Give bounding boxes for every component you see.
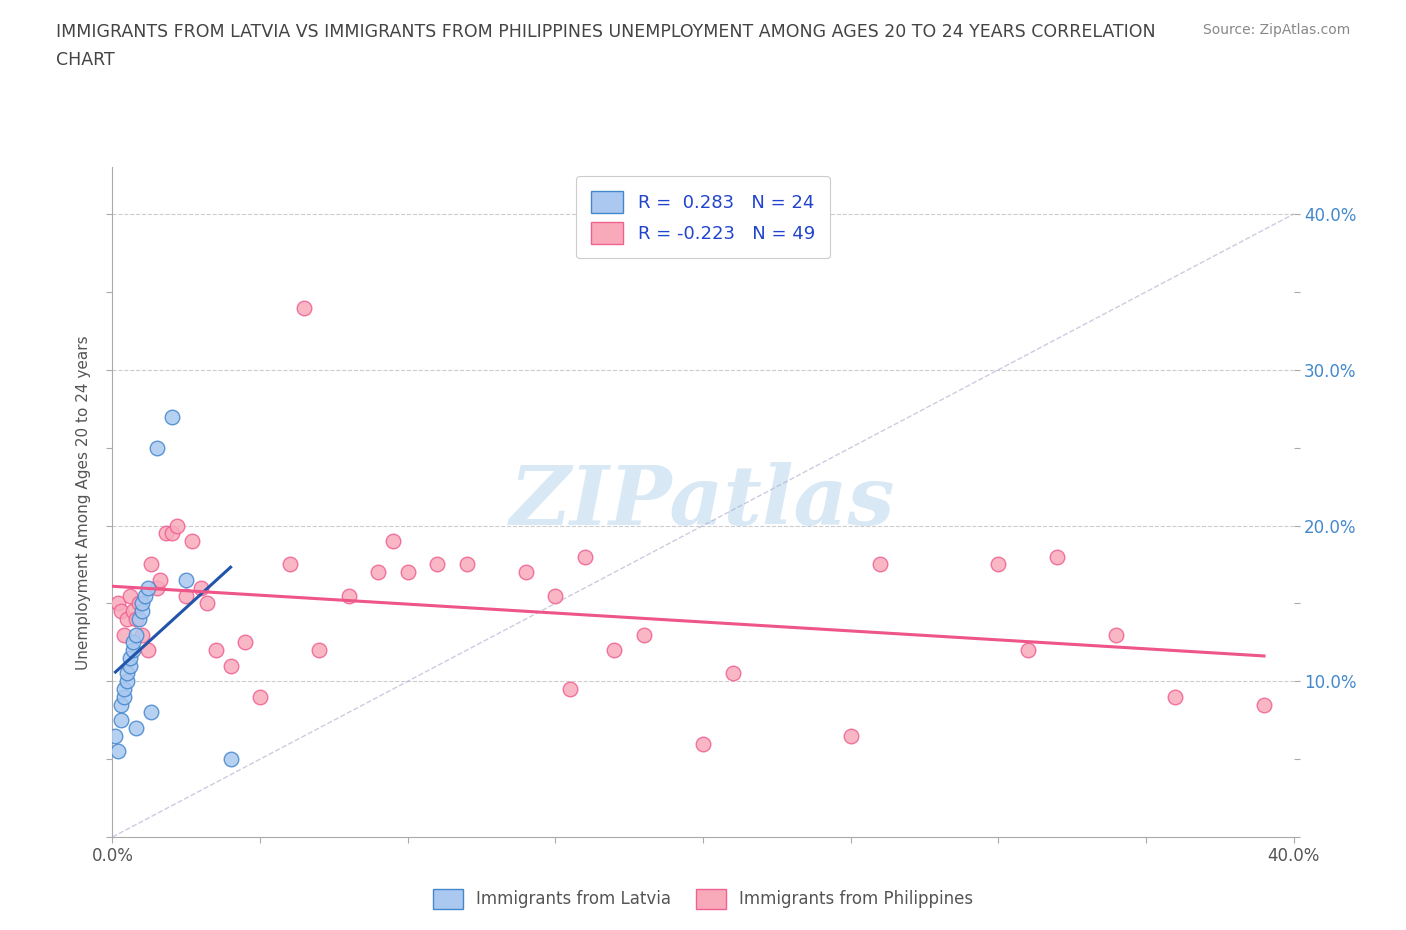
Point	[174, 588, 197, 603]
Point	[122, 635, 145, 650]
Point	[544, 588, 567, 603]
Point	[128, 596, 150, 611]
Point	[120, 658, 142, 673]
Point	[558, 682, 582, 697]
Point	[195, 596, 218, 611]
Point	[146, 440, 169, 455]
Point	[110, 712, 132, 727]
Point	[122, 643, 145, 658]
Point	[308, 643, 330, 658]
Point	[112, 682, 135, 697]
Text: IMMIGRANTS FROM LATVIA VS IMMIGRANTS FROM PHILIPPINES UNEMPLOYMENT AMONG AGES 20: IMMIGRANTS FROM LATVIA VS IMMIGRANTS FRO…	[56, 23, 1156, 41]
Point	[160, 525, 183, 540]
Point	[190, 580, 212, 595]
Point	[131, 627, 153, 642]
Text: ZIPatlas: ZIPatlas	[510, 462, 896, 542]
Point	[112, 627, 135, 642]
Point	[1164, 689, 1187, 704]
Point	[117, 612, 138, 627]
Point	[367, 565, 389, 579]
Point	[839, 728, 862, 743]
Point	[117, 674, 138, 689]
Point	[128, 612, 150, 627]
Point	[219, 751, 242, 766]
Point	[278, 557, 301, 572]
Point	[122, 604, 145, 618]
Point	[337, 588, 360, 603]
Point	[112, 689, 135, 704]
Point	[139, 705, 162, 720]
Point	[117, 666, 138, 681]
Point	[1105, 627, 1128, 642]
Point	[136, 580, 159, 595]
Point	[869, 557, 891, 572]
Point	[633, 627, 655, 642]
Point	[515, 565, 537, 579]
Point	[1253, 698, 1275, 712]
Point	[456, 557, 478, 572]
Point	[233, 635, 256, 650]
Point	[131, 596, 153, 611]
Point	[692, 737, 714, 751]
Text: Source: ZipAtlas.com: Source: ZipAtlas.com	[1202, 23, 1350, 37]
Point	[125, 612, 148, 627]
Point	[219, 658, 242, 673]
Point	[136, 643, 159, 658]
Point	[149, 573, 172, 588]
Text: CHART: CHART	[56, 51, 115, 69]
Point	[146, 580, 169, 595]
Point	[131, 604, 153, 618]
Point	[155, 525, 177, 540]
Point	[107, 596, 129, 611]
Point	[120, 588, 142, 603]
Point	[382, 534, 405, 549]
Point	[104, 728, 127, 743]
Point	[160, 409, 183, 424]
Point	[249, 689, 271, 704]
Point	[1046, 550, 1069, 565]
Point	[139, 557, 162, 572]
Point	[1017, 643, 1039, 658]
Point	[125, 721, 148, 736]
Point	[110, 698, 132, 712]
Point	[603, 643, 626, 658]
Point	[110, 604, 132, 618]
Y-axis label: Unemployment Among Ages 20 to 24 years: Unemployment Among Ages 20 to 24 years	[76, 335, 91, 670]
Point	[107, 744, 129, 759]
Legend: Immigrants from Latvia, Immigrants from Philippines: Immigrants from Latvia, Immigrants from …	[426, 882, 980, 916]
Point	[125, 627, 148, 642]
Point	[426, 557, 449, 572]
Point	[396, 565, 419, 579]
Point	[292, 300, 315, 315]
Point	[987, 557, 1010, 572]
Point	[166, 518, 188, 533]
Point	[120, 650, 142, 665]
Point	[205, 643, 228, 658]
Point	[181, 534, 204, 549]
Point	[174, 573, 197, 588]
Point	[134, 588, 156, 603]
Point	[721, 666, 744, 681]
Point	[574, 550, 596, 565]
